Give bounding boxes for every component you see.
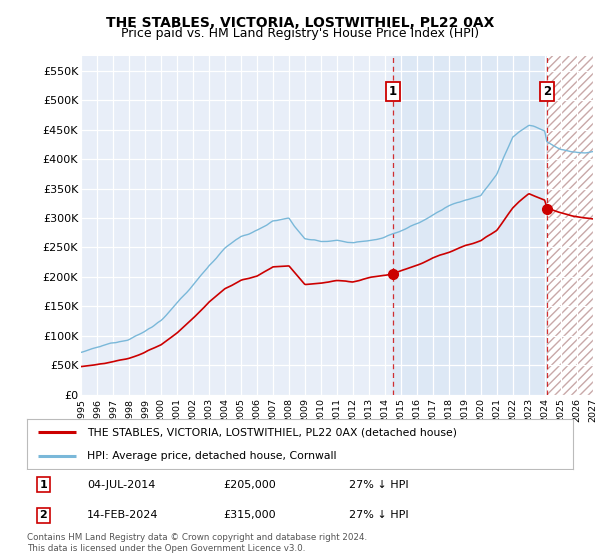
Text: £315,000: £315,000: [224, 510, 276, 520]
Text: Price paid vs. HM Land Registry's House Price Index (HPI): Price paid vs. HM Land Registry's House …: [121, 27, 479, 40]
Text: HPI: Average price, detached house, Cornwall: HPI: Average price, detached house, Corn…: [87, 451, 337, 461]
Text: 27% ↓ HPI: 27% ↓ HPI: [349, 479, 409, 489]
Text: 04-JUL-2014: 04-JUL-2014: [87, 479, 155, 489]
Text: 1: 1: [40, 479, 47, 489]
Text: Contains HM Land Registry data © Crown copyright and database right 2024.
This d: Contains HM Land Registry data © Crown c…: [27, 533, 367, 553]
Text: 2: 2: [542, 85, 551, 98]
Bar: [547, 56, 593, 395]
Bar: [393, 56, 547, 395]
Text: 27% ↓ HPI: 27% ↓ HPI: [349, 510, 409, 520]
Text: THE STABLES, VICTORIA, LOSTWITHIEL, PL22 0AX (detached house): THE STABLES, VICTORIA, LOSTWITHIEL, PL22…: [87, 427, 457, 437]
Text: 1: 1: [389, 85, 397, 98]
Text: 14-FEB-2024: 14-FEB-2024: [87, 510, 158, 520]
Text: THE STABLES, VICTORIA, LOSTWITHIEL, PL22 0AX: THE STABLES, VICTORIA, LOSTWITHIEL, PL22…: [106, 16, 494, 30]
Text: 2: 2: [40, 510, 47, 520]
Text: £205,000: £205,000: [224, 479, 277, 489]
